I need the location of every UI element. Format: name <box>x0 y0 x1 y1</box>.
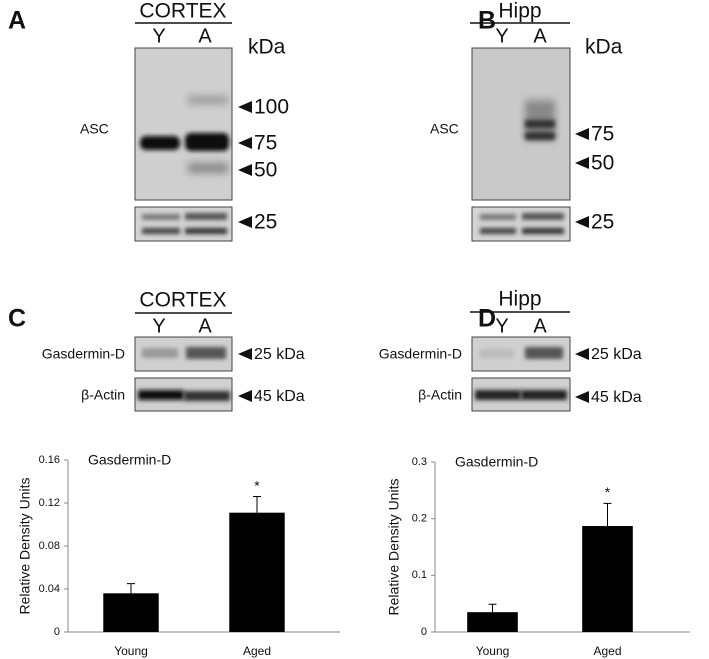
panel-letter: A <box>8 7 26 35</box>
marker-label: 50 <box>591 152 614 175</box>
marker-arrow <box>238 164 252 176</box>
y-tick-label: 0.2 <box>412 513 427 525</box>
blot <box>134 206 233 242</box>
protein-label: ASC <box>430 121 459 137</box>
units-label: kDa <box>585 36 623 59</box>
marker-arrow <box>575 128 589 140</box>
marker-label: 45 kDa <box>591 389 642 406</box>
lane-label: Y <box>152 25 165 47</box>
y-tick-label: 0.1 <box>412 569 427 581</box>
blot <box>134 377 233 412</box>
lane-label: Y <box>152 315 165 337</box>
panel-letter: C <box>8 305 26 333</box>
marker-label: 50 <box>254 159 277 182</box>
y-axis-label: Relative Density Units <box>17 478 33 615</box>
x-tick-label: Young <box>114 644 148 658</box>
region-label: Hipp <box>498 288 541 311</box>
error-bar <box>253 496 261 513</box>
y-tick-label: 0 <box>54 626 60 638</box>
marker-arrow <box>238 216 252 228</box>
region-label: CORTEX <box>139 0 226 23</box>
chart-title: Gasdermin-D <box>88 452 171 468</box>
bar <box>582 526 633 632</box>
y-tick-label: 0 <box>421 626 427 638</box>
blot <box>471 336 571 372</box>
panel-letter: B <box>478 7 496 35</box>
blot <box>471 47 571 201</box>
region-label: CORTEX <box>139 289 226 312</box>
region-label: Hipp <box>498 0 541 23</box>
y-tick-label: 0.08 <box>39 540 60 552</box>
chart-title: Gasdermin-D <box>455 454 538 470</box>
x-tick-label: Young <box>476 644 510 658</box>
blot <box>471 377 571 412</box>
marker-label: 75 <box>591 123 614 146</box>
bar <box>467 612 518 632</box>
marker-arrow <box>575 157 589 169</box>
protein-label: β-Actin <box>418 387 462 403</box>
error-bar <box>488 603 497 613</box>
panel-letter: D <box>478 305 496 333</box>
lane-label: A <box>198 315 212 337</box>
x-tick-label: Aged <box>593 644 621 658</box>
lane-label: Y <box>495 315 508 337</box>
blot <box>134 336 233 372</box>
y-tick-label: 0.12 <box>39 497 60 509</box>
marker-label: 25 kDa <box>254 346 305 363</box>
lane-label: Y <box>495 25 508 47</box>
marker-arrow <box>238 101 252 113</box>
marker-arrow <box>238 137 252 149</box>
error-bar <box>127 583 135 594</box>
lane-label: A <box>198 25 212 47</box>
y-tick-label: 0.3 <box>412 456 427 468</box>
marker-label: 45 kDa <box>254 388 305 405</box>
bar <box>229 512 285 632</box>
blot <box>471 206 571 242</box>
marker-arrow <box>575 216 589 228</box>
marker-arrow <box>238 390 252 402</box>
x-tick-label: Aged <box>243 644 271 658</box>
marker-arrow <box>575 391 589 403</box>
marker-label: 25 <box>254 211 277 234</box>
error-bar <box>603 502 612 527</box>
protein-label: ASC <box>80 121 109 137</box>
protein-label: Gasdermin-D <box>379 346 462 362</box>
lane-label: A <box>533 315 547 337</box>
marker-arrow <box>575 348 589 360</box>
marker-label: 25 <box>591 211 614 234</box>
y-tick-label: 0.16 <box>39 454 60 466</box>
y-tick-label: 0.04 <box>39 583 60 595</box>
blot <box>134 47 233 201</box>
protein-label: β-Actin <box>81 387 125 403</box>
significance-marker: * <box>605 484 611 500</box>
bar <box>103 593 159 632</box>
lane-label: A <box>533 25 547 47</box>
marker-label: 75 <box>254 132 277 155</box>
units-label: kDa <box>248 36 286 59</box>
significance-marker: * <box>254 477 260 493</box>
marker-label: 25 kDa <box>591 346 642 363</box>
y-axis-label: Relative Density Units <box>386 479 402 616</box>
marker-arrow <box>238 348 252 360</box>
marker-label: 100 <box>254 96 289 119</box>
protein-label: Gasdermin-D <box>42 346 125 362</box>
